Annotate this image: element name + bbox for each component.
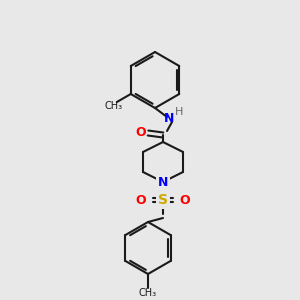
Text: O: O — [136, 194, 146, 206]
Text: H: H — [175, 107, 183, 117]
Text: CH₃: CH₃ — [105, 101, 123, 111]
Text: O: O — [180, 194, 190, 206]
Text: S: S — [158, 193, 168, 207]
Text: N: N — [158, 176, 168, 190]
Text: CH₃: CH₃ — [139, 288, 157, 298]
Text: N: N — [164, 112, 174, 124]
Text: O: O — [136, 127, 146, 140]
